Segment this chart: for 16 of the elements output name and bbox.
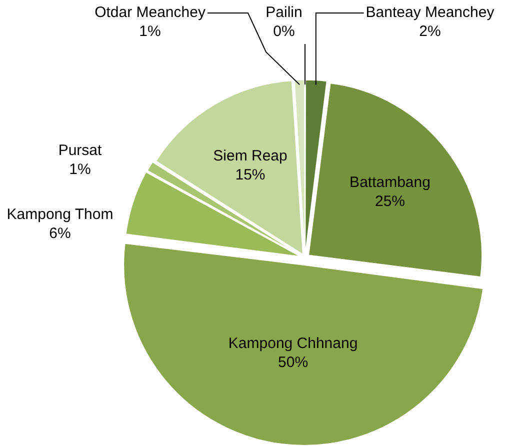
- slice-label: Kampong Thom: [6, 206, 114, 224]
- data-label: 1%: [139, 23, 161, 40]
- data-label: 15%: [235, 166, 266, 184]
- data-label: 1%: [69, 161, 91, 178]
- data-label: 50%: [278, 354, 308, 371]
- text: 0%: [273, 23, 295, 40]
- data-label: 25%: [374, 193, 406, 210]
- slice-label: Banteay Meanchey: [366, 4, 495, 22]
- slice-label: Siem Reap: [213, 148, 288, 165]
- category-label: Pailin: [266, 4, 302, 22]
- slice-label: Otdar Meanchey: [94, 4, 206, 22]
- slice-label: Pursat: [58, 142, 103, 160]
- data-label: 6%: [49, 225, 71, 242]
- data-label: 2%: [419, 23, 441, 40]
- slice-label: Kampong Chhnang: [228, 334, 358, 352]
- slice-label: Battambang: [350, 174, 430, 192]
